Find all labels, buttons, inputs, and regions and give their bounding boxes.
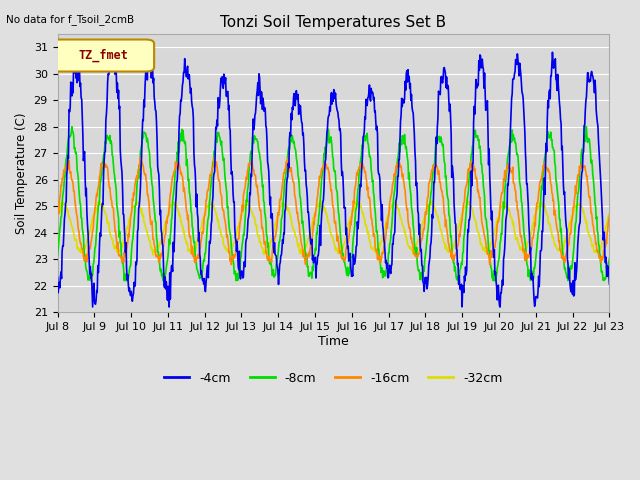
-16cm bbox=[588, 210, 595, 216]
Legend: -4cm, -8cm, -16cm, -32cm: -4cm, -8cm, -16cm, -32cm bbox=[159, 367, 508, 390]
-8cm bbox=[68, 124, 76, 130]
FancyBboxPatch shape bbox=[52, 39, 154, 72]
-32cm bbox=[80, 243, 88, 249]
-4cm bbox=[54, 275, 61, 280]
-16cm bbox=[579, 164, 587, 169]
-32cm bbox=[579, 209, 587, 215]
-8cm bbox=[588, 157, 595, 163]
-8cm bbox=[605, 255, 613, 261]
-16cm bbox=[284, 163, 292, 168]
-32cm bbox=[605, 210, 613, 216]
-4cm bbox=[605, 281, 613, 287]
-4cm bbox=[588, 69, 595, 74]
-8cm bbox=[86, 277, 94, 283]
Text: TZ_fmet: TZ_fmet bbox=[78, 49, 128, 62]
Line: -32cm: -32cm bbox=[58, 201, 609, 255]
-8cm bbox=[54, 252, 61, 258]
-16cm bbox=[227, 262, 235, 267]
Text: No data for f_Tsoil_2cmB: No data for f_Tsoil_2cmB bbox=[6, 14, 134, 25]
-4cm bbox=[165, 304, 173, 310]
Line: -16cm: -16cm bbox=[58, 157, 609, 264]
-32cm bbox=[244, 198, 252, 204]
-16cm bbox=[157, 255, 164, 261]
-8cm bbox=[157, 266, 165, 272]
-16cm bbox=[605, 213, 613, 219]
Y-axis label: Soil Temperature (C): Soil Temperature (C) bbox=[15, 112, 28, 234]
-32cm bbox=[588, 240, 595, 245]
-8cm bbox=[284, 153, 292, 158]
-8cm bbox=[380, 268, 388, 274]
-8cm bbox=[579, 149, 587, 155]
-8cm bbox=[81, 253, 88, 259]
X-axis label: Time: Time bbox=[318, 335, 349, 348]
-4cm bbox=[157, 207, 164, 213]
Title: Tonzi Soil Temperatures Set B: Tonzi Soil Temperatures Set B bbox=[220, 15, 447, 30]
-32cm bbox=[54, 207, 61, 213]
Line: -8cm: -8cm bbox=[58, 127, 609, 280]
-32cm bbox=[157, 239, 164, 244]
-32cm bbox=[149, 252, 157, 258]
-16cm bbox=[380, 243, 388, 249]
Line: -4cm: -4cm bbox=[58, 43, 609, 307]
-32cm bbox=[284, 204, 292, 210]
-4cm bbox=[284, 174, 292, 180]
-32cm bbox=[380, 227, 388, 233]
-4cm bbox=[380, 236, 388, 242]
-4cm bbox=[109, 40, 116, 46]
-4cm bbox=[579, 151, 587, 156]
-16cm bbox=[80, 256, 88, 262]
-4cm bbox=[80, 152, 88, 157]
-16cm bbox=[54, 210, 61, 216]
-16cm bbox=[136, 155, 144, 160]
